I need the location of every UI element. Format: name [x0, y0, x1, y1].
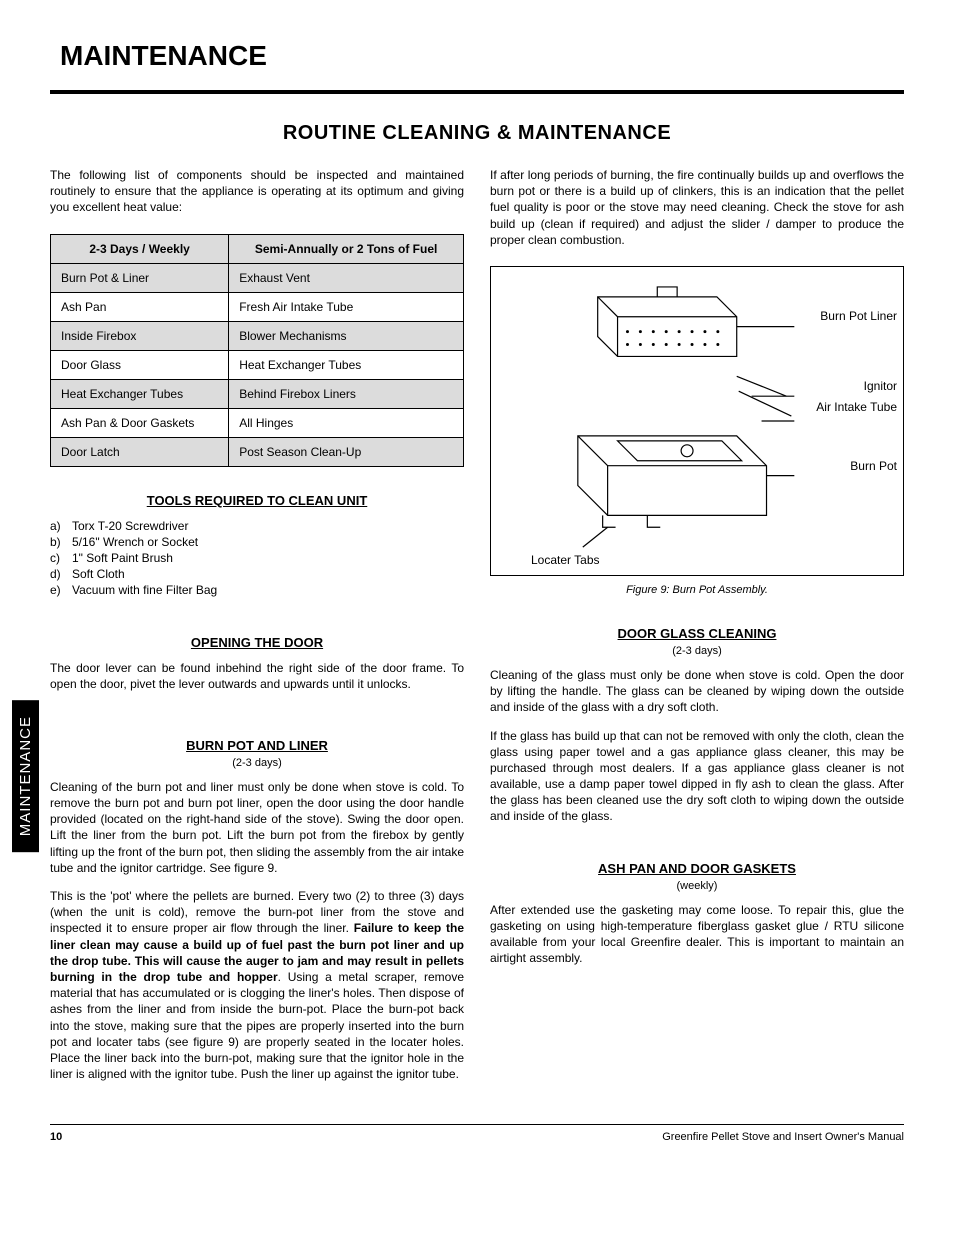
section-title: ROUTINE CLEANING & MAINTENANCE: [50, 122, 904, 145]
table-cell: Door Glass: [51, 350, 229, 379]
title-rule: [50, 90, 904, 94]
left-column: The following list of components should …: [50, 167, 464, 1094]
figure-label-burn-pot: Burn Pot: [850, 459, 897, 473]
figure-caption: Figure 9: Burn Pot Assembly.: [490, 584, 904, 596]
burn-pot-figure: Burn Pot Liner Ignitor Air Intake Tube B…: [490, 266, 904, 576]
intro-paragraph-left: The following list of components should …: [50, 167, 464, 216]
figure-label-locater: Locater Tabs: [531, 553, 600, 567]
door-glass-p2: If the glass has build up that can not b…: [490, 728, 904, 825]
table-row: Inside FireboxBlower Mechanisms: [51, 321, 464, 350]
page-number: 10: [50, 1131, 62, 1143]
burn-pot-frequency: (2-3 days): [50, 757, 464, 769]
table-cell: Blower Mechanisms: [229, 321, 464, 350]
page-title: MAINTENANCE: [60, 40, 904, 72]
table-row: Ash Pan & Door GasketsAll Hinges: [51, 408, 464, 437]
list-marker: c): [50, 550, 72, 566]
opening-door-heading: OPENING THE DOOR: [50, 635, 464, 650]
burn-pot-heading: BURN POT AND LINER: [50, 738, 464, 753]
tools-heading: TOOLS REQUIRED TO CLEAN UNIT: [50, 493, 464, 508]
table-cell: Ash Pan: [51, 292, 229, 321]
tools-list-item: e)Vacuum with fine Filter Bag: [50, 582, 464, 598]
footer-text: Greenfire Pellet Stove and Insert Owner'…: [662, 1131, 904, 1143]
table-row: Door GlassHeat Exchanger Tubes: [51, 350, 464, 379]
right-column: If after long periods of burning, the fi…: [490, 167, 904, 1094]
table-row: Door LatchPost Season Clean-Up: [51, 437, 464, 466]
figure-label-ignitor: Ignitor: [864, 379, 897, 393]
table-row: Burn Pot & LinerExhaust Vent: [51, 263, 464, 292]
burn-pot-p2b: . Using a metal scraper, remove material…: [50, 970, 464, 1081]
gaskets-frequency: (weekly): [490, 880, 904, 892]
table-header: Semi-Annually or 2 Tons of Fuel: [229, 234, 464, 263]
list-text: Torx T-20 Screwdriver: [72, 519, 188, 533]
side-tab: MAINTENANCE: [12, 700, 39, 852]
burn-pot-p2: This is the 'pot' where the pellets are …: [50, 888, 464, 1082]
opening-door-body: The door lever can be found inbehind the…: [50, 660, 464, 692]
figure-label-air-intake: Air Intake Tube: [816, 401, 897, 414]
table-header: 2-3 Days / Weekly: [51, 234, 229, 263]
page-footer: 10 Greenfire Pellet Stove and Insert Own…: [50, 1125, 904, 1143]
list-marker: a): [50, 518, 72, 534]
table-cell: Inside Firebox: [51, 321, 229, 350]
burn-pot-p1: Cleaning of the burn pot and liner must …: [50, 779, 464, 876]
table-row: Ash PanFresh Air Intake Tube: [51, 292, 464, 321]
door-glass-frequency: (2-3 days): [490, 645, 904, 657]
gaskets-p1: After extended use the gasketing may com…: [490, 902, 904, 967]
tools-list-item: a)Torx T-20 Screwdriver: [50, 518, 464, 534]
table-cell: Door Latch: [51, 437, 229, 466]
table-cell: Heat Exchanger Tubes: [229, 350, 464, 379]
tools-list-item: b)5/16" Wrench or Socket: [50, 534, 464, 550]
door-glass-heading: DOOR GLASS CLEANING: [490, 626, 904, 641]
list-text: 5/16" Wrench or Socket: [72, 535, 198, 549]
list-marker: e): [50, 582, 72, 598]
maintenance-schedule-table: 2-3 Days / Weekly Semi-Annually or 2 Ton…: [50, 234, 464, 467]
table-cell: Post Season Clean-Up: [229, 437, 464, 466]
list-text: Vacuum with fine Filter Bag: [72, 583, 217, 597]
tools-list-item: c)1" Soft Paint Brush: [50, 550, 464, 566]
intro-paragraph-right: If after long periods of burning, the fi…: [490, 167, 904, 248]
list-marker: d): [50, 566, 72, 582]
tools-list-item: d)Soft Cloth: [50, 566, 464, 582]
table-cell: Exhaust Vent: [229, 263, 464, 292]
gaskets-heading: ASH PAN AND DOOR GASKETS: [490, 861, 904, 876]
table-header-row: 2-3 Days / Weekly Semi-Annually or 2 Ton…: [51, 234, 464, 263]
tools-list: a)Torx T-20 Screwdriverb)5/16" Wrench or…: [50, 518, 464, 599]
two-column-layout: The following list of components should …: [50, 167, 904, 1094]
table-cell: Heat Exchanger Tubes: [51, 379, 229, 408]
table-cell: Fresh Air Intake Tube: [229, 292, 464, 321]
door-glass-p1: Cleaning of the glass must only be done …: [490, 667, 904, 716]
table-cell: Burn Pot & Liner: [51, 263, 229, 292]
list-marker: b): [50, 534, 72, 550]
table-row: Heat Exchanger TubesBehind Firebox Liner…: [51, 379, 464, 408]
list-text: Soft Cloth: [72, 567, 125, 581]
table-cell: Behind Firebox Liners: [229, 379, 464, 408]
table-cell: All Hinges: [229, 408, 464, 437]
list-text: 1" Soft Paint Brush: [72, 551, 173, 565]
figure-label-liner: Burn Pot Liner: [820, 309, 897, 323]
table-cell: Ash Pan & Door Gaskets: [51, 408, 229, 437]
